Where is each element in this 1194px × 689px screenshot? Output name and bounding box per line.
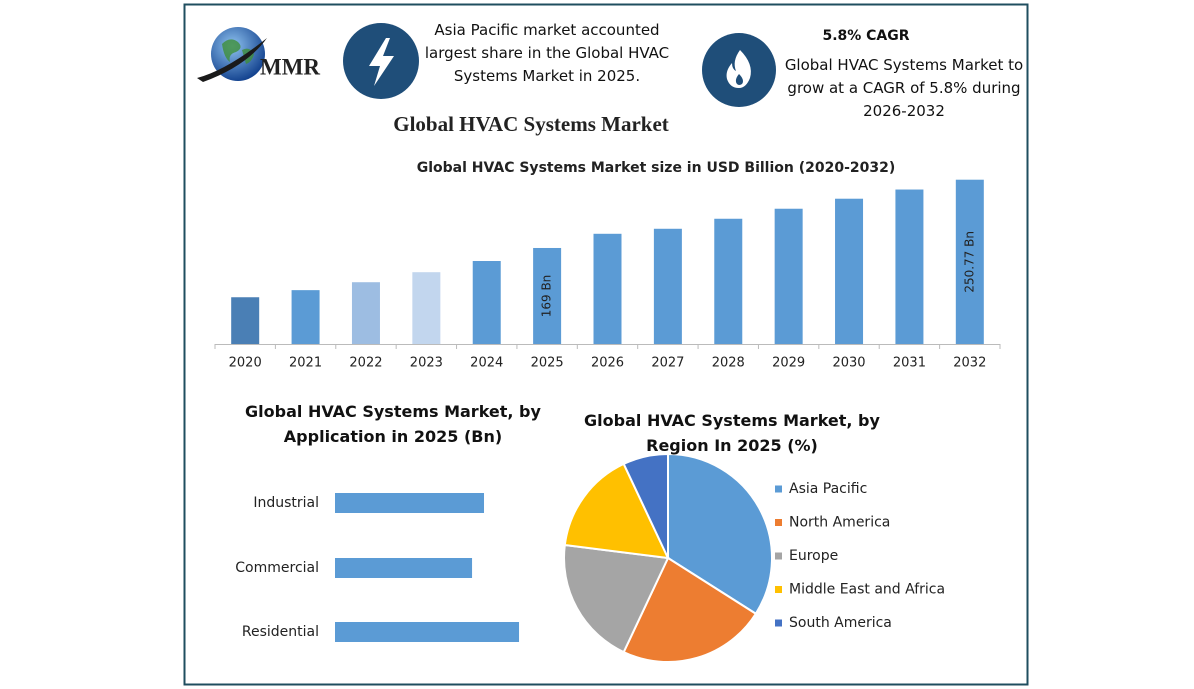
pie-slice [563, 462, 670, 560]
lightning-icon [343, 23, 419, 99]
bar [412, 272, 441, 344]
legend-swatch [775, 552, 782, 560]
pie-slice [622, 452, 669, 559]
callout-heading: 5.8% CAGR [822, 28, 910, 44]
bar [231, 297, 260, 344]
legend-label: Middle East and Africa [789, 582, 945, 598]
legend-swatch [775, 519, 782, 526]
legend-label: Asia Pacific [789, 481, 867, 497]
y-tick-label: Residential [242, 624, 319, 640]
legend-swatch [775, 586, 782, 593]
x-tick-label: 2032 [953, 356, 986, 371]
bar [533, 247, 562, 344]
x-tick-label: 2030 [832, 356, 865, 371]
data-label: 169 Bn [540, 275, 554, 318]
main-title: Global HVAC Systems Market [393, 112, 669, 136]
callout-text: Global HVAC Systems Market to grow at a … [784, 56, 1024, 120]
pie-slice [563, 543, 670, 654]
x-tick-label: 2031 [893, 356, 926, 371]
data-label: 250.77 Bn [962, 231, 976, 293]
x-tick-label: 2028 [712, 356, 745, 371]
x-tick-label: 2025 [531, 356, 564, 371]
bar [955, 179, 984, 344]
legend-label: South America [789, 615, 892, 631]
bar [335, 622, 520, 642]
bar [351, 282, 380, 344]
bar [774, 208, 803, 344]
brand: MMR [260, 54, 320, 79]
bar [291, 290, 320, 344]
callout-text: Asia Pacific market accounted largest sh… [424, 21, 670, 85]
legend-label: North America [789, 515, 890, 531]
legend-swatch [775, 619, 782, 627]
legend-label: Europe [789, 548, 838, 564]
bar [335, 493, 485, 513]
flame-icon [702, 33, 776, 107]
x-tick-label: 2026 [591, 356, 624, 371]
chart-title: Global HVAC Systems Market size in USD B… [417, 160, 896, 176]
bar [835, 198, 864, 344]
x-tick-label: 2021 [289, 356, 322, 371]
chart-title: Global HVAC Systems Market, by Region In… [584, 411, 880, 455]
logo: MMR [197, 27, 320, 82]
y-tick-label: Commercial [235, 560, 319, 576]
x-tick-label: 2027 [651, 356, 684, 371]
legend-swatch [775, 485, 782, 493]
bar [335, 558, 473, 578]
chart-title: Global HVAC Systems Market, by Applicati… [245, 402, 541, 446]
y-tick-label: Industrial [253, 495, 319, 511]
bar [472, 261, 501, 344]
x-tick-label: 2029 [772, 356, 805, 371]
x-tick-label: 2023 [410, 356, 443, 371]
x-tick-label: 2020 [229, 356, 262, 371]
bar [714, 218, 743, 344]
bar [653, 228, 682, 344]
x-tick-label: 2022 [349, 356, 382, 371]
bar [593, 233, 622, 344]
frame [183, 3, 1029, 686]
x-tick-label: 2024 [470, 356, 503, 371]
bar [895, 189, 924, 344]
